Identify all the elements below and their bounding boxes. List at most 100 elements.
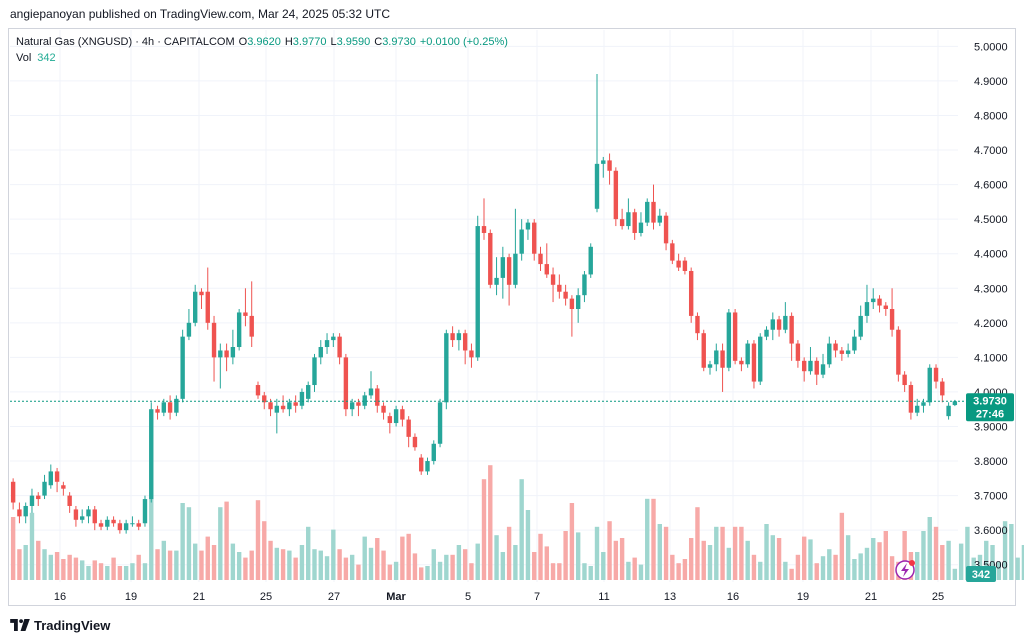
candle: [601, 156, 606, 178]
volume-bar: [770, 535, 775, 580]
candle: [638, 212, 644, 237]
close-label: C: [374, 36, 383, 48]
x-tick-label: 16: [727, 591, 739, 603]
candle-body: [387, 416, 393, 424]
volume-bar: [469, 563, 474, 580]
volume-bar: [663, 526, 669, 580]
candle: [199, 288, 204, 309]
volume-bar: [745, 540, 750, 580]
candle: [651, 184, 656, 230]
candle-body: [645, 201, 650, 223]
x-tick-label: 19: [125, 591, 137, 603]
candle-body: [180, 336, 185, 399]
candle-body: [450, 333, 455, 341]
candle-body: [488, 232, 493, 285]
candle-body: [933, 367, 939, 382]
price-badge-value: 3.9730: [973, 395, 1007, 407]
volume-bar: [437, 561, 443, 580]
volume-bar: [789, 568, 794, 580]
volume-bar: [607, 521, 612, 580]
volume-bar: [707, 545, 713, 580]
candle: [274, 398, 280, 434]
volume-bar: [236, 552, 242, 580]
candle: [695, 312, 700, 341]
candle: [419, 454, 424, 475]
candle: [933, 364, 939, 389]
x-tick-label: 27: [328, 591, 340, 603]
candle-body: [149, 409, 154, 500]
candle: [525, 219, 531, 240]
lightning-icon[interactable]: [895, 560, 915, 580]
published-line: angiepanoyan published on TradingView.co…: [10, 7, 391, 21]
candle: [431, 440, 436, 465]
candle: [889, 288, 895, 337]
candle-body: [670, 243, 675, 261]
footer-brand[interactable]: TradingView: [10, 614, 110, 636]
candle: [368, 371, 374, 399]
volume-bar: [186, 507, 192, 580]
candle: [833, 340, 838, 358]
candle: [174, 395, 179, 417]
candle-body: [952, 401, 958, 406]
volume-bar: [927, 517, 932, 580]
candle-body: [732, 312, 738, 361]
candle-body: [626, 212, 631, 227]
candle: [167, 395, 173, 420]
candle-body: [607, 160, 612, 171]
candle-body: [651, 201, 656, 223]
candle: [186, 309, 192, 341]
volume-bar: [67, 554, 72, 580]
candle-body: [437, 402, 443, 444]
candle: [626, 198, 631, 230]
candle: [494, 257, 499, 296]
candle-body: [136, 523, 141, 527]
candle-body: [588, 246, 593, 275]
candle: [437, 398, 443, 448]
high-label: H: [284, 36, 293, 48]
y-tick-label: 5.0000: [974, 41, 1008, 53]
candle-body: [23, 505, 28, 517]
y-tick-label: 4.4000: [974, 249, 1008, 261]
volume-bar: [488, 465, 493, 580]
candle: [557, 274, 562, 299]
volume-bar: [877, 542, 882, 580]
volume-bar: [732, 526, 738, 580]
volume-bar: [299, 545, 305, 580]
candle-body: [262, 395, 267, 403]
candle: [48, 464, 54, 489]
volume-bar: [161, 540, 167, 580]
candle: [36, 492, 41, 506]
volume-bar: [481, 479, 487, 580]
volume-bar: [889, 556, 895, 580]
candle-body: [902, 374, 907, 386]
candle-body: [921, 402, 926, 406]
volume-value: 342: [37, 52, 56, 64]
axis-layer: 3.50003.60003.70003.80003.90004.00004.10…: [54, 41, 1008, 603]
y-tick-label: 4.5000: [974, 214, 1008, 226]
volume-bar: [180, 503, 185, 580]
volume-bar: [475, 543, 480, 580]
volume-bar: [400, 536, 405, 580]
candle: [513, 208, 518, 289]
candle: [142, 495, 148, 527]
candle-body: [801, 360, 807, 372]
volume-bar: [726, 547, 732, 580]
candle-body: [54, 471, 60, 482]
candle: [155, 405, 160, 420]
candle-body: [946, 405, 951, 417]
volume-bar: [412, 553, 418, 580]
volume-bar: [444, 554, 449, 580]
chart-legend: Natural Gas (XNGUSD) · 4h · CAPITALCOM O3…: [16, 34, 508, 66]
volume-bar: [557, 563, 562, 580]
candle-body: [356, 402, 361, 406]
candle: [764, 326, 769, 341]
candle: [544, 243, 549, 278]
volume-bar: [695, 507, 700, 580]
candle: [575, 288, 581, 323]
candle: [726, 309, 732, 372]
volume-bar: [123, 566, 129, 580]
candle: [776, 315, 782, 337]
candle-body: [406, 419, 411, 437]
candle-body: [500, 257, 506, 278]
